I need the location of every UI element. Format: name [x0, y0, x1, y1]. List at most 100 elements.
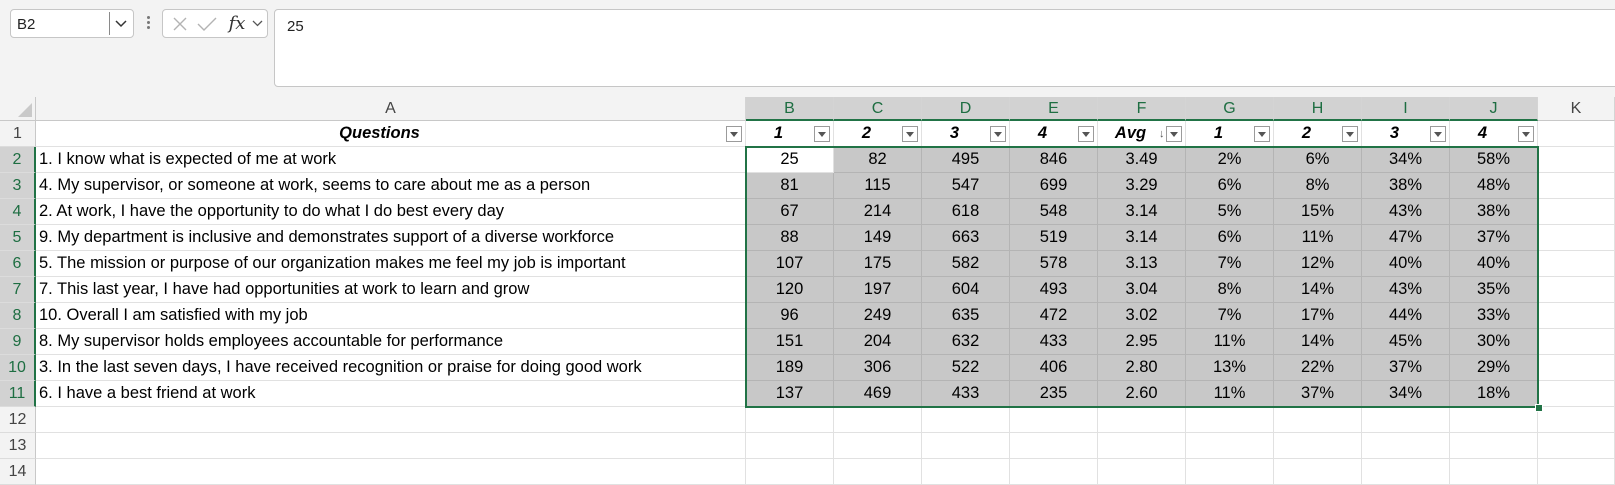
question-cell[interactable]: 2. At work, I have the opportunity to do… [36, 199, 746, 225]
data-cell[interactable]: 137 [746, 381, 834, 407]
data-cell[interactable]: 37% [1450, 225, 1538, 251]
data-cell[interactable]: 120 [746, 277, 834, 303]
empty-cell[interactable] [36, 433, 746, 459]
empty-cell[interactable] [1538, 225, 1615, 251]
empty-cell[interactable] [1538, 459, 1615, 485]
row-header-13[interactable]: 13 [0, 433, 36, 459]
filter-dropdown-button[interactable] [1078, 126, 1094, 142]
data-cell[interactable]: 2% [1186, 147, 1274, 173]
data-cell[interactable]: 8% [1274, 173, 1362, 199]
filter-dropdown-button[interactable] [1430, 126, 1446, 142]
row-header-12[interactable]: 12 [0, 407, 36, 433]
filter-dropdown-button[interactable] [1342, 126, 1358, 142]
data-cell[interactable]: 34% [1362, 381, 1450, 407]
column-header-i[interactable]: I [1362, 97, 1450, 121]
data-cell[interactable]: 43% [1362, 199, 1450, 225]
column-header-c[interactable]: C [834, 97, 922, 121]
data-cell[interactable]: 96 [746, 303, 834, 329]
x-icon[interactable] [169, 10, 191, 37]
data-cell[interactable]: 151 [746, 329, 834, 355]
column-header-j[interactable]: J [1450, 97, 1538, 121]
empty-cell[interactable] [1450, 459, 1538, 485]
filter-dropdown-button[interactable] [902, 126, 918, 142]
empty-cell[interactable] [1538, 433, 1615, 459]
data-cell[interactable]: 40% [1362, 251, 1450, 277]
data-cell[interactable]: 3.14 [1098, 199, 1186, 225]
data-cell[interactable]: 522 [922, 355, 1010, 381]
data-cell[interactable]: 115 [834, 173, 922, 199]
column-header-g[interactable]: G [1186, 97, 1274, 121]
data-cell[interactable]: 249 [834, 303, 922, 329]
empty-cell[interactable] [1274, 407, 1362, 433]
column-header-f[interactable]: F [1098, 97, 1186, 121]
data-cell[interactable]: 433 [922, 381, 1010, 407]
data-cell[interactable]: 3.49 [1098, 147, 1186, 173]
insert-function-button[interactable]: fx [225, 10, 249, 37]
question-cell[interactable]: 6. I have a best friend at work [36, 381, 746, 407]
data-cell[interactable]: 5% [1186, 199, 1274, 225]
data-cell[interactable]: 582 [922, 251, 1010, 277]
data-cell[interactable]: 12% [1274, 251, 1362, 277]
empty-cell[interactable] [922, 459, 1010, 485]
data-cell[interactable]: 37% [1274, 381, 1362, 407]
empty-cell[interactable] [834, 407, 922, 433]
empty-cell[interactable] [1010, 459, 1098, 485]
column-header-d[interactable]: D [922, 97, 1010, 121]
data-cell[interactable]: 214 [834, 199, 922, 225]
data-cell[interactable]: 34% [1362, 147, 1450, 173]
row-header-2[interactable]: 2 [0, 147, 36, 173]
empty-cell[interactable] [1010, 433, 1098, 459]
data-cell[interactable]: 149 [834, 225, 922, 251]
data-cell[interactable]: 846 [1010, 147, 1098, 173]
data-cell[interactable]: 82 [834, 147, 922, 173]
data-cell[interactable]: 306 [834, 355, 922, 381]
empty-cell[interactable] [922, 433, 1010, 459]
data-cell[interactable]: 604 [922, 277, 1010, 303]
data-cell[interactable]: 548 [1010, 199, 1098, 225]
data-cell[interactable]: 578 [1010, 251, 1098, 277]
data-cell[interactable]: 406 [1010, 355, 1098, 381]
data-cell[interactable]: 38% [1362, 173, 1450, 199]
data-cell[interactable]: 88 [746, 225, 834, 251]
data-cell[interactable]: 618 [922, 199, 1010, 225]
row-header-9[interactable]: 9 [0, 329, 36, 355]
row-header-10[interactable]: 10 [0, 355, 36, 381]
empty-cell[interactable] [834, 459, 922, 485]
filter-dropdown-button[interactable] [726, 126, 742, 142]
row-header-5[interactable]: 5 [0, 225, 36, 251]
empty-cell[interactable] [746, 433, 834, 459]
data-cell[interactable]: 2.60 [1098, 381, 1186, 407]
data-cell[interactable]: 11% [1186, 329, 1274, 355]
empty-cell[interactable] [1098, 407, 1186, 433]
empty-cell[interactable] [1186, 407, 1274, 433]
data-cell[interactable]: 44% [1362, 303, 1450, 329]
formula-input[interactable]: 25 [274, 9, 1615, 87]
empty-cell[interactable] [1274, 459, 1362, 485]
row-header-6[interactable]: 6 [0, 251, 36, 277]
data-cell[interactable]: 35% [1450, 277, 1538, 303]
data-cell[interactable]: 17% [1274, 303, 1362, 329]
data-cell[interactable]: 47% [1362, 225, 1450, 251]
data-cell[interactable]: 472 [1010, 303, 1098, 329]
name-box[interactable]: B2 [10, 9, 134, 38]
data-cell[interactable]: 235 [1010, 381, 1098, 407]
data-cell[interactable]: 3.13 [1098, 251, 1186, 277]
empty-cell[interactable] [1538, 407, 1615, 433]
data-cell[interactable]: 8% [1186, 277, 1274, 303]
data-cell[interactable]: 25 [746, 147, 834, 173]
empty-cell[interactable] [746, 459, 834, 485]
empty-cell[interactable] [1538, 147, 1615, 173]
empty-cell[interactable] [1098, 459, 1186, 485]
data-cell[interactable]: 175 [834, 251, 922, 277]
data-cell[interactable]: 29% [1450, 355, 1538, 381]
data-cell[interactable]: 663 [922, 225, 1010, 251]
data-cell[interactable]: 495 [922, 147, 1010, 173]
empty-cell[interactable] [36, 459, 746, 485]
data-cell[interactable]: 493 [1010, 277, 1098, 303]
more-options-icon[interactable] [145, 14, 151, 34]
row-header-14[interactable]: 14 [0, 459, 36, 485]
data-cell[interactable]: 43% [1362, 277, 1450, 303]
empty-cell[interactable] [1538, 251, 1615, 277]
data-cell[interactable]: 635 [922, 303, 1010, 329]
question-cell[interactable]: 9. My department is inclusive and demons… [36, 225, 746, 251]
